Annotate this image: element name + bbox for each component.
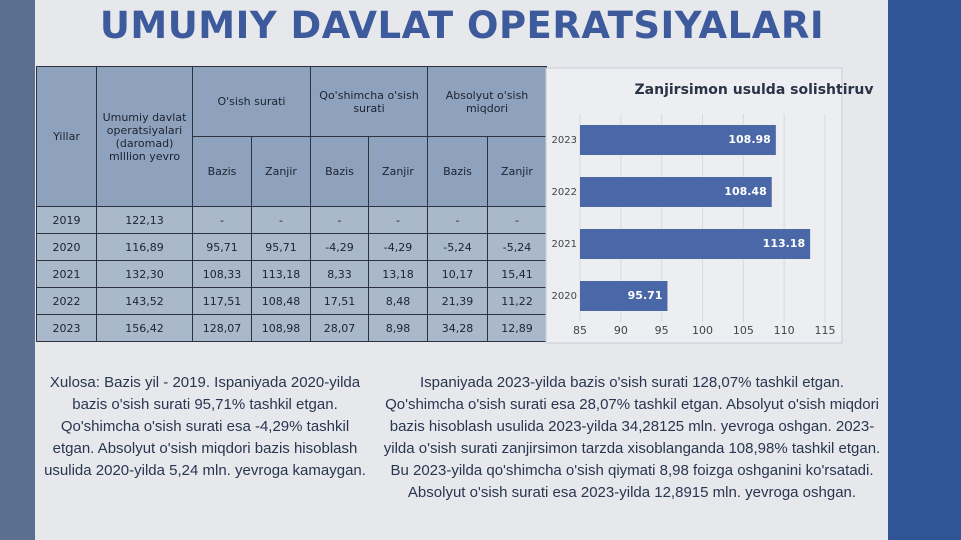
x-tick-label: 110 — [774, 324, 795, 337]
value-cell: 143,52 — [96, 287, 193, 315]
year-cell: 2020 — [36, 233, 97, 261]
value-cell: - — [368, 206, 428, 234]
header-cell: O'sish surati — [192, 66, 311, 137]
y-tick-label: 2020 — [552, 291, 577, 302]
header-cell: Zanjir — [368, 136, 428, 207]
value-cell: 132,30 — [96, 260, 193, 288]
header-cell: Bazis — [192, 136, 252, 207]
value-cell: -4,29 — [310, 233, 369, 261]
bar — [580, 281, 668, 311]
bar — [580, 229, 811, 259]
value-label: 113.18 — [763, 237, 805, 250]
value-cell: 17,51 — [310, 287, 369, 315]
value-cell: 34,28 — [427, 314, 488, 342]
value-cell: 11,22 — [487, 287, 547, 315]
table-row: Bazis Zanjir Bazis Zanjir Bazis Zanjir — [37, 136, 547, 207]
value-cell: 108,48 — [251, 287, 311, 315]
value-cell: - — [487, 206, 547, 234]
table-row: 2020 116,89 95,71 95,71 -4,29 -4,29 -5,24 -5,24 — [36, 233, 547, 261]
table-row: Yillar Umumiy davlat operatsiyalari (daro… — [36, 66, 547, 207]
value-cell: -4,29 — [368, 233, 428, 261]
value-cell: 10,17 — [427, 260, 488, 288]
slide-title: UMUMIY DAVLAT OPERATSIYALARI — [99, 4, 825, 47]
value-cell: 8,98 — [368, 314, 428, 342]
value-cell: 95,71 — [251, 233, 311, 261]
data-table: Yillar Umumiy davlat operatsiyalari (daro… — [36, 66, 547, 342]
left-strip — [0, 0, 35, 540]
value-cell: 8,33 — [310, 260, 369, 288]
bar — [580, 125, 776, 155]
value-cell: 13,18 — [368, 260, 428, 288]
x-tick-label: 85 — [573, 324, 587, 337]
note-left: Xulosa: Bazis yil - 2019. Ispaniyada 202… — [44, 374, 366, 479]
value-cell: 113,18 — [251, 260, 311, 288]
note-right: Ispaniyada 2023-yilda bazis o'sish surat… — [383, 374, 881, 501]
x-tick-label: 100 — [692, 324, 713, 337]
value-cell: - — [427, 206, 488, 234]
table-row: 2022 143,52 117,51 108,48 17,51 8,48 21,39 11,2… — [36, 287, 547, 315]
value-label: 95.71 — [628, 289, 663, 302]
value-cell: - — [251, 206, 311, 234]
header-cell: Umumiy davlat operatsiyalari (daromad) m… — [96, 66, 193, 207]
year-cell: 2022 — [36, 287, 97, 315]
value-cell: 128,07 — [192, 314, 252, 342]
y-tick-label: 2021 — [552, 239, 577, 250]
value-label: 108.48 — [724, 185, 766, 198]
value-cell: 116,89 — [96, 233, 193, 261]
table-row: 2023 156,42 128,07 108,98 28,07 8,98 34,28 12,8… — [36, 314, 547, 342]
x-tick-label: 105 — [733, 324, 754, 337]
x-tick-label: 115 — [815, 324, 836, 337]
header-cell: Zanjir — [251, 136, 311, 207]
value-cell: 108,98 — [251, 314, 311, 342]
x-tick-label: 95 — [655, 324, 669, 337]
header-cell: Zanjir — [487, 136, 547, 207]
value-cell: 108,33 — [192, 260, 252, 288]
chart-title: Zanjirsimon usulda solishtiruv — [635, 82, 874, 98]
table-row: 2019 122,13- - - - - - — [36, 206, 547, 234]
header-cell: Bazis — [427, 136, 488, 207]
value-cell: 8,48 — [368, 287, 428, 315]
value-cell: 28,07 — [310, 314, 369, 342]
y-tick-label: 2022 — [552, 187, 577, 198]
value-cell: -5,24 — [427, 233, 488, 261]
y-tick-label: 2023 — [552, 135, 577, 146]
bar — [580, 177, 772, 207]
header-cell: Absolyut o'sish miqdori — [427, 66, 547, 137]
right-strip — [888, 0, 961, 540]
value-cell: - — [310, 206, 369, 234]
value-label: 108.98 — [728, 133, 770, 146]
year-cell: 2023 — [36, 314, 97, 342]
value-cell: 12,89 — [487, 314, 547, 342]
x-tick-label: 90 — [614, 324, 628, 337]
table-row: 2021 132,30 108,33 113,18 8,33 13,18 10,17 15,4… — [36, 260, 547, 288]
value-cell: 95,71 — [192, 233, 252, 261]
year-cell: 2019 — [36, 206, 97, 234]
value-cell: 156,42 — [96, 314, 193, 342]
